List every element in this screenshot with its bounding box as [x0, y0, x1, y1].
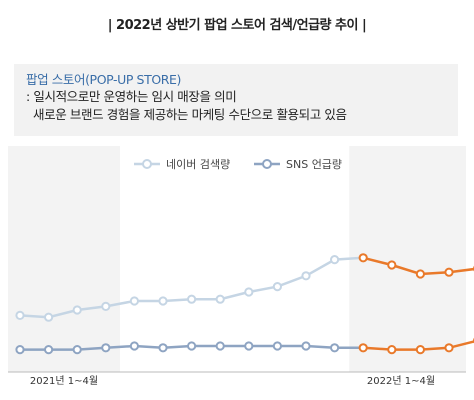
series-1-point-14 [415, 345, 425, 355]
series-0-point-11 [330, 255, 340, 265]
series-0-point-2 [72, 305, 82, 315]
series-line-highlight-1 [363, 340, 474, 351]
series-1-point-10 [301, 341, 311, 351]
definition-box: 팝업 스토어(POP-UP STORE) : 일시적으로만 운영하는 임시 매장… [14, 64, 458, 136]
series-0-point-3 [101, 301, 111, 311]
series-0-point-6 [187, 294, 197, 304]
series-1-point-6 [187, 341, 197, 351]
period-shade-2021 [8, 146, 120, 372]
definition-term: 팝업 스토어(POP-UP STORE) [26, 72, 182, 87]
series-1-point-15 [444, 343, 454, 353]
series-0-point-15 [444, 267, 454, 277]
series-0-point-12 [358, 253, 368, 263]
legend-marker-0 [142, 159, 152, 169]
series-0-point-1 [44, 312, 54, 322]
series-1-point-0 [15, 345, 25, 355]
line-chart: 2021년 1~4월 2022년 1~4월 네이버 검색량 SNS 언급량 [8, 146, 474, 387]
definition-line-1: : 일시적으로만 운영하는 임시 매장을 의미 [26, 89, 237, 104]
series-1-point-9 [272, 341, 282, 351]
legend-marker-1 [262, 159, 272, 169]
series-1-point-7 [215, 341, 225, 351]
series-0-point-0 [15, 310, 25, 320]
legend-label-0: 네이버 검색량 [166, 158, 230, 171]
x-tick-label-2022: 2022년 1~4월 [367, 375, 435, 387]
series-0-point-13 [387, 260, 397, 270]
series-1-point-3 [101, 343, 111, 353]
series-0-point-10 [301, 271, 311, 281]
series-1-point-2 [72, 345, 82, 355]
series-1-point-8 [244, 341, 254, 351]
series-1-point-1 [44, 345, 54, 355]
series-0-point-7 [215, 294, 225, 304]
series-1-point-4 [129, 341, 139, 351]
series-0-point-4 [129, 296, 139, 306]
series-0-point-5 [158, 296, 168, 306]
series-1-point-5 [158, 343, 168, 353]
legend-label-1: SNS 언급량 [286, 158, 342, 171]
series-1-point-12 [358, 343, 368, 353]
x-tick-label-2021: 2021년 1~4월 [30, 375, 98, 387]
series-1-point-11 [330, 343, 340, 353]
series-0-point-8 [244, 287, 254, 297]
definition-line-2: 새로운 브랜드 경험을 제공하는 마케팅 수단으로 활용되고 있음 [33, 107, 347, 122]
series-0-point-9 [272, 282, 282, 292]
chart-title: | 2022년 상반기 팝업 스토어 검색/언급량 추이 | [107, 18, 367, 33]
series-1-point-13 [387, 345, 397, 355]
series-0-point-14 [415, 269, 425, 279]
